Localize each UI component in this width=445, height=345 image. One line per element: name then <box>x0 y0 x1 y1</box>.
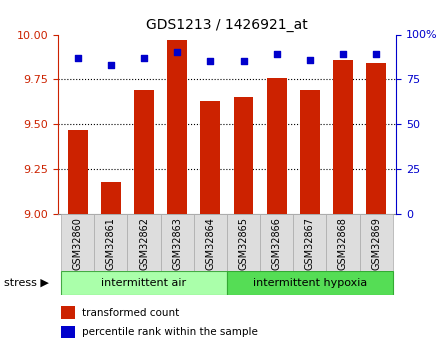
Point <box>306 57 313 62</box>
Bar <box>200 101 220 214</box>
Bar <box>227 214 260 271</box>
Text: intermittent air: intermittent air <box>101 278 186 288</box>
Bar <box>234 97 254 214</box>
Point <box>141 55 148 61</box>
Title: GDS1213 / 1426921_at: GDS1213 / 1426921_at <box>146 18 308 32</box>
Text: stress ▶: stress ▶ <box>4 278 49 288</box>
Bar <box>134 90 154 214</box>
Bar <box>300 90 320 214</box>
Bar <box>61 326 75 338</box>
Point <box>207 59 214 64</box>
Bar <box>94 214 127 271</box>
Bar <box>360 214 393 271</box>
Text: GSM32861: GSM32861 <box>106 217 116 270</box>
Point <box>240 59 247 64</box>
Text: GSM32866: GSM32866 <box>272 217 282 270</box>
Text: GSM32867: GSM32867 <box>305 217 315 270</box>
Text: GSM32862: GSM32862 <box>139 217 149 270</box>
Point <box>340 51 347 57</box>
Text: intermittent hypoxia: intermittent hypoxia <box>253 278 367 288</box>
Bar <box>260 214 293 271</box>
Point <box>107 62 114 68</box>
Bar <box>293 214 327 271</box>
Text: GSM32865: GSM32865 <box>239 217 248 270</box>
Point <box>273 51 280 57</box>
Bar <box>167 40 187 214</box>
Bar <box>161 214 194 271</box>
Bar <box>61 271 227 295</box>
Bar <box>327 214 360 271</box>
Text: GSM32868: GSM32868 <box>338 217 348 270</box>
Bar <box>267 78 287 214</box>
Bar <box>68 130 88 214</box>
Text: transformed count: transformed count <box>81 308 179 318</box>
Text: GSM32869: GSM32869 <box>371 217 381 270</box>
Bar <box>333 60 353 214</box>
Bar <box>61 214 94 271</box>
Bar <box>127 214 161 271</box>
Bar <box>366 63 386 214</box>
Bar <box>227 271 393 295</box>
Text: GSM32863: GSM32863 <box>172 217 182 270</box>
Bar <box>61 306 75 319</box>
Point <box>174 50 181 55</box>
Bar <box>101 181 121 214</box>
Text: percentile rank within the sample: percentile rank within the sample <box>81 327 257 337</box>
Text: GSM32864: GSM32864 <box>206 217 215 270</box>
Point <box>372 51 380 57</box>
Text: GSM32860: GSM32860 <box>73 217 83 270</box>
Bar <box>194 214 227 271</box>
Point <box>74 55 81 61</box>
